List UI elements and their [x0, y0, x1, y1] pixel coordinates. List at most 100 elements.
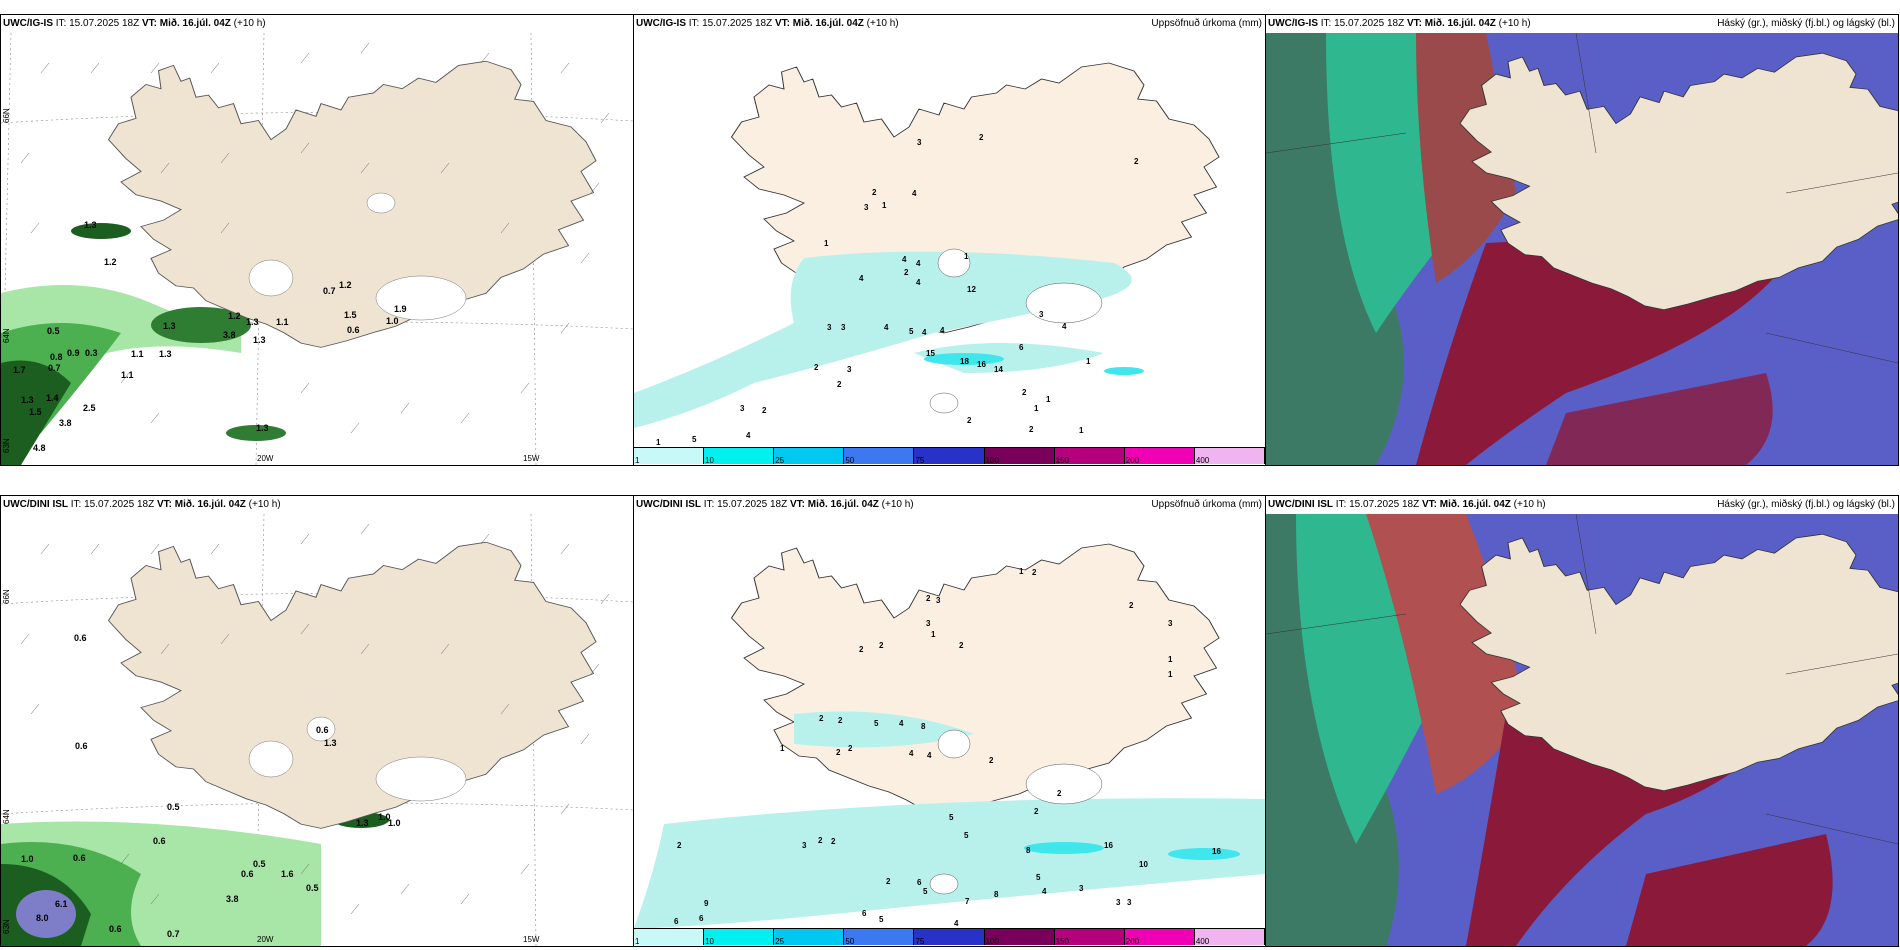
precip-value: 4 — [1042, 887, 1047, 896]
colorbar-segment: 400 — [1194, 929, 1265, 946]
wind-value: 0.8 — [50, 352, 63, 362]
colorbar-segment: 400 — [1194, 448, 1265, 465]
wind-value: 1.3 — [356, 818, 369, 828]
precip-value: 1 — [931, 630, 936, 639]
colorbar-tick: 150 — [1055, 456, 1070, 465]
precip-value: 5 — [692, 435, 697, 444]
cloud-map — [1266, 514, 1898, 946]
precip-value: 2 — [837, 380, 842, 389]
wind-value: 0.7 — [323, 286, 336, 296]
colorbar-tick: 10 — [705, 937, 715, 946]
colorbar-tick: 75 — [915, 937, 925, 946]
model-name: UWC/DINI ISL — [3, 499, 68, 510]
colorbar-tick: 75 — [915, 456, 925, 465]
wind-value: 1.3 — [253, 335, 266, 345]
colorbar-tick: 400 — [1195, 937, 1210, 946]
precip-value: 6 — [862, 909, 867, 918]
wind-map: 0.6 0.6 0.6 1.3 1.3 1.0 1.0 0.5 0.6 1.0 … — [1, 514, 633, 946]
init-time: IT: 15.07.2025 18Z — [703, 499, 788, 510]
panel-title: UWC/DINI ISL IT: 15.07.2025 18Z VT: Mið.… — [3, 499, 281, 510]
panel-title: UWC/DINI ISL IT: 15.07.2025 18Z VT: Mið.… — [1268, 499, 1546, 510]
precip-value: 4 — [884, 323, 889, 332]
wind-value: 1.0 — [21, 854, 34, 864]
precip-value: 3 — [841, 323, 846, 332]
precip-value: 3 — [1079, 884, 1084, 893]
precip-value: 3 — [926, 619, 931, 628]
precip-value: 1 — [1046, 395, 1051, 404]
precip-value: 2 — [838, 716, 843, 725]
valid-time: Mið. 16.júl. 04Z — [174, 499, 246, 510]
colorbar-tick: 400 — [1195, 456, 1210, 465]
wind-value: 0.5 — [47, 326, 60, 336]
precip-value: 3 — [1127, 898, 1132, 907]
precip-value: 3 — [917, 138, 922, 147]
precip-value-labels: 1 2 2 2 3 3 1 2 2 2 3 1 1 2 2 5 4 8 1 2 … — [674, 567, 1221, 928]
precip-shading — [634, 251, 1144, 428]
precip-value: 1 — [1034, 404, 1039, 413]
wind-map: 1.3 1.2 1.2 0.7 1.2 1.3 1.5 1.0 1.9 1.1 … — [1, 33, 633, 465]
wind-value: 1.2 — [339, 280, 352, 290]
precip-value: 3 — [1039, 310, 1044, 319]
lat-label: 63N — [2, 919, 11, 934]
precip-value: 2 — [818, 836, 823, 845]
precip-title: Uppsöfnuð úrkoma (mm) — [1151, 499, 1262, 510]
lat-label: 64N — [2, 809, 11, 824]
precip-value: 2 — [1129, 601, 1134, 610]
precip-value: 1 — [656, 438, 661, 447]
precip-value: 2 — [677, 841, 682, 850]
green-wind-shading — [1, 736, 389, 946]
wind-value: 1.4 — [46, 393, 59, 403]
valid-label: VT: — [1421, 499, 1437, 510]
precip-value: 6 — [699, 914, 704, 923]
wind-value: 1.1 — [276, 317, 289, 327]
wind-value: 1.1 — [131, 349, 144, 359]
precip-value: 2 — [872, 188, 877, 197]
colorbar-segment: 150 — [1054, 448, 1125, 465]
precip-value: 16 — [1104, 841, 1113, 850]
lon-label: 20W — [257, 454, 274, 463]
valid-time: Mið. 16.júl. 04Z — [1439, 499, 1511, 510]
panel-dini-precip: UWC/DINI ISL IT: 15.07.2025 18Z VT: Mið.… — [633, 495, 1266, 947]
precip-value: 5 — [879, 915, 884, 924]
precip-value: 8 — [1026, 846, 1031, 855]
precip-value: 14 — [994, 365, 1003, 374]
precip-value: 8 — [994, 890, 999, 899]
colorbar-tick: 1 — [635, 456, 640, 465]
colorbar-segment: 200 — [1124, 929, 1195, 946]
precip-value: 2 — [819, 714, 824, 723]
precip-value: 5 — [909, 327, 914, 336]
model-name: UWC/IG-IS — [1268, 18, 1318, 29]
lon-label: 15W — [523, 454, 540, 463]
precip-value: 12 — [967, 285, 976, 294]
precip-value: 3 — [827, 323, 832, 332]
wind-value: 0.6 — [153, 836, 166, 846]
precip-value: 2 — [762, 406, 767, 415]
wind-value: 3.8 — [59, 418, 72, 428]
lat-label: 64N — [2, 328, 11, 343]
panel-title: UWC/IG-IS IT: 15.07.2025 18Z VT: Mið. 16… — [1268, 18, 1531, 29]
wind-value: 0.6 — [241, 869, 254, 879]
colorbar-segment: 10 — [704, 448, 775, 465]
precip-shading — [634, 711, 1265, 928]
wind-value: 1.2 — [104, 257, 117, 267]
colorbar-tick: 200 — [1125, 937, 1140, 946]
model-name: UWC/DINI ISL — [1268, 499, 1333, 510]
precip-value: 2 — [1134, 157, 1139, 166]
precip-value: 4 — [912, 189, 917, 198]
precip-value: 4 — [746, 431, 751, 440]
wind-value: 0.5 — [167, 802, 180, 812]
valid-time: Mið. 16.júl. 04Z — [159, 18, 231, 29]
wind-value: 1.0 — [378, 812, 391, 822]
wind-value: 1.3 — [324, 738, 337, 748]
colorbar-segment: 75 — [914, 929, 985, 946]
precip-value: 3 — [864, 203, 869, 212]
valid-time: Mið. 16.júl. 04Z — [807, 499, 879, 510]
wind-value: 1.5 — [29, 407, 42, 417]
colorbar-tick: 50 — [845, 456, 855, 465]
wind-value: 2.5 — [83, 403, 96, 413]
precip-value: 1 — [1086, 357, 1091, 366]
panel-title: UWC/IG-IS IT: 15.07.2025 18Z VT: Mið. 16… — [3, 18, 266, 29]
colorbar-tick: 10 — [705, 456, 715, 465]
wind-value: 0.7 — [48, 363, 61, 373]
lat-label: 66N — [2, 108, 11, 123]
